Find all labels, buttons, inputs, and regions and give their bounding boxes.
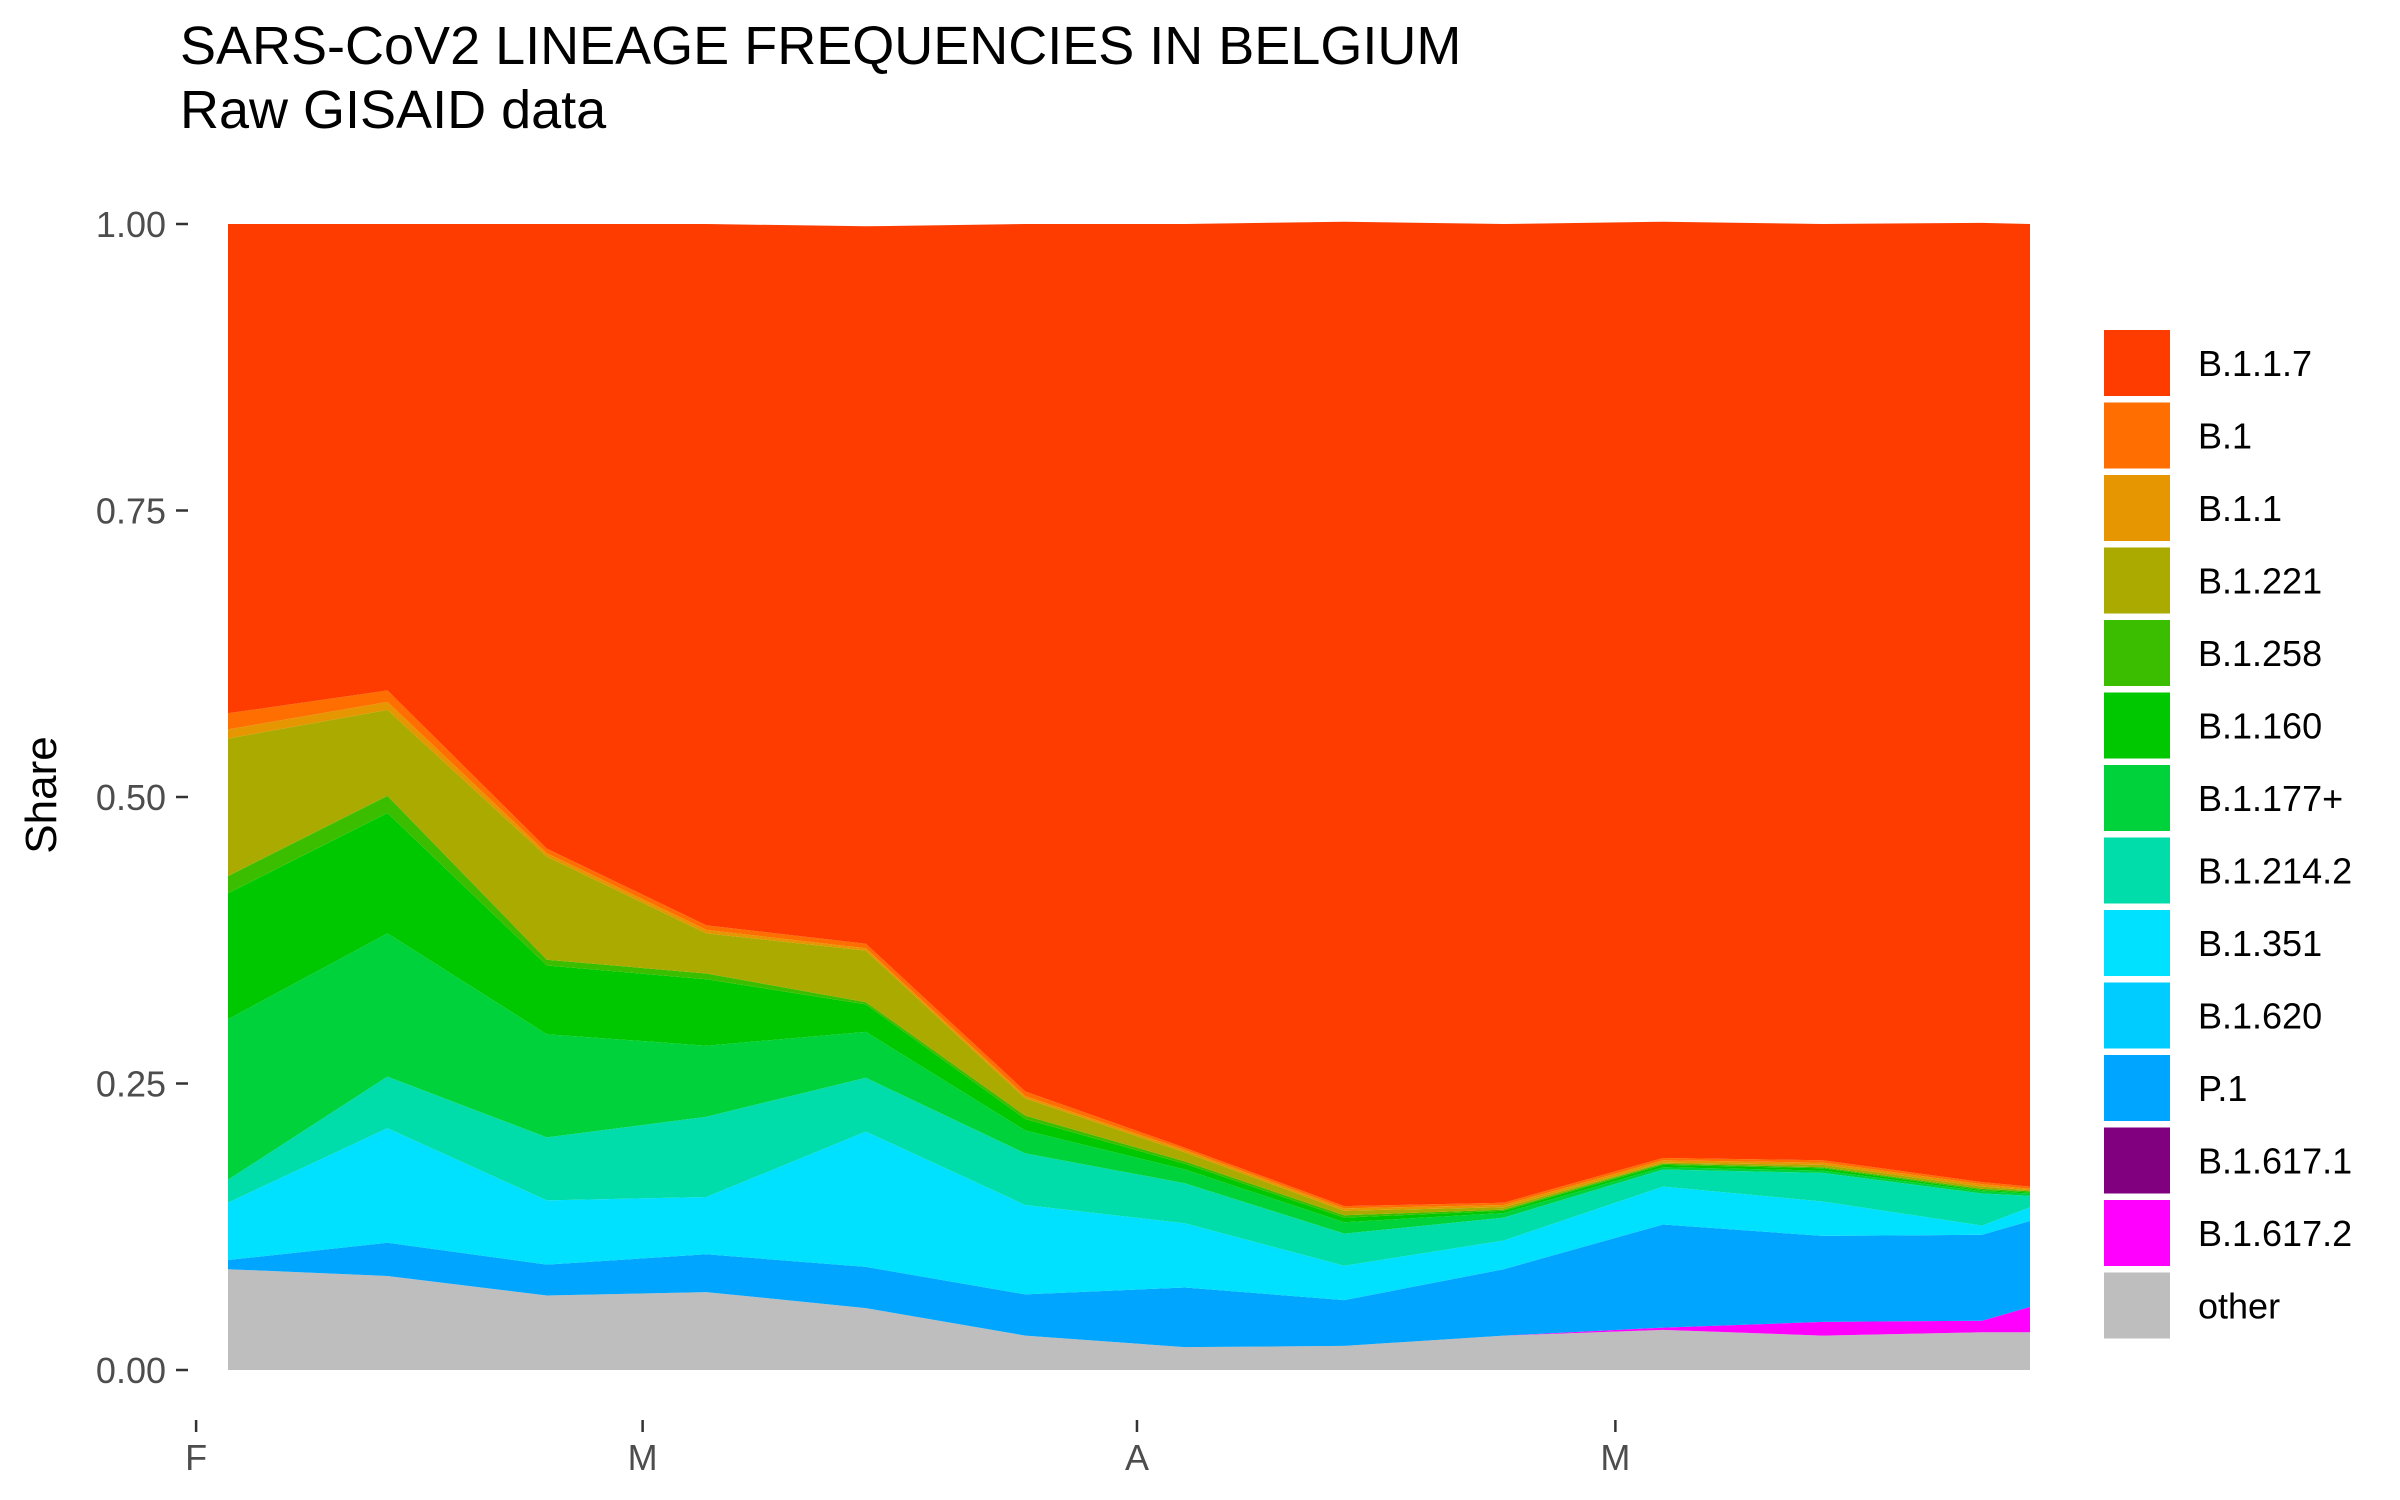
area-b-1-1-7 — [228, 221, 2030, 1207]
y-tick-label: 0.25 — [96, 1064, 166, 1105]
x-tick-label: M — [628, 1437, 658, 1478]
y-tick-label: 1.00 — [96, 204, 166, 245]
legend-key — [2104, 620, 2170, 686]
legend-label: B.1 — [2198, 416, 2252, 457]
legend-label: other — [2198, 1286, 2280, 1327]
legend-key — [2104, 910, 2170, 976]
y-axis: 0.00 0.25 0.50 0.75 1.00 — [96, 204, 188, 1391]
legend-label: P.1 — [2198, 1068, 2247, 1109]
y-tick-label: 0.50 — [96, 777, 166, 818]
y-tick-label: 0.00 — [96, 1350, 166, 1391]
legend-key — [2104, 330, 2170, 396]
legend-label: B.1.1.7 — [2198, 343, 2312, 384]
area-b-1-351 — [228, 1128, 2030, 1301]
legend-label: B.1.351 — [2198, 923, 2322, 964]
legend-label: B.1.617.1 — [2198, 1141, 2352, 1182]
legend-key — [2104, 547, 2170, 614]
legend-key — [2104, 765, 2170, 831]
area-other — [228, 1269, 2030, 1370]
legend-label: B.1.221 — [2198, 561, 2322, 602]
legend-key — [2104, 1055, 2170, 1121]
legend-key — [2104, 402, 2170, 469]
legend: B.1.1.7 B.1 B.1.1 B.1.221 B.1.258 B.1.160 B.1.… — [2104, 330, 2352, 1339]
chart-title: SARS-CoV2 LINEAGE FREQUENCIES IN BELGIUM — [180, 16, 1461, 76]
chart-subtitle: Raw GISAID data — [180, 80, 607, 140]
legend-key — [2104, 475, 2170, 541]
x-tick-label: A — [1125, 1437, 1149, 1478]
area-b-1-221 — [228, 709, 2030, 1216]
x-tick-label: F — [185, 1437, 207, 1478]
legend-key — [2104, 1200, 2170, 1266]
legend-label: B.1.177+ — [2198, 778, 2343, 819]
y-tick-label: 0.75 — [96, 491, 166, 532]
area-b-1-160 — [228, 813, 2030, 1223]
legend-label: B.1.620 — [2198, 996, 2322, 1037]
legend-label: B.1.160 — [2198, 706, 2322, 747]
legend-label: B.1.258 — [2198, 633, 2322, 674]
area-b-1-214-2 — [228, 1076, 2030, 1266]
area-p-1 — [228, 1221, 2030, 1348]
stacked-areas — [228, 221, 2030, 1370]
legend-key — [2104, 982, 2170, 1049]
legend-key — [2104, 692, 2170, 759]
y-axis-label: Share — [17, 736, 66, 853]
legend-label: B.1.214.2 — [2198, 851, 2352, 892]
legend-label: B.1.617.2 — [2198, 1213, 2352, 1254]
legend-label: B.1.1 — [2198, 488, 2282, 529]
legend-key — [2104, 837, 2170, 904]
area-b-1-177-plus — [228, 933, 2030, 1234]
legend-key — [2104, 1127, 2170, 1194]
legend-key — [2104, 1272, 2170, 1339]
x-tick-label: M — [1600, 1437, 1630, 1478]
